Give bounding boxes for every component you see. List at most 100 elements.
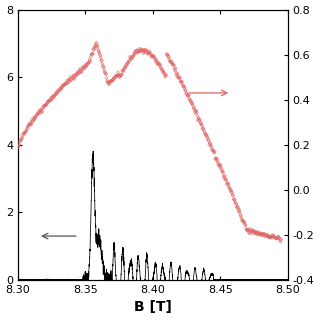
Point <box>237 207 242 212</box>
Point <box>151 53 156 59</box>
Point <box>273 236 278 241</box>
Point <box>245 228 250 233</box>
Point <box>111 75 116 80</box>
Point <box>238 213 243 218</box>
Point <box>98 55 103 60</box>
Point <box>259 231 264 236</box>
Point <box>175 71 180 76</box>
Point <box>124 63 129 68</box>
Point <box>195 113 200 118</box>
Point <box>193 110 198 116</box>
Point <box>220 169 225 174</box>
Point <box>121 67 126 72</box>
Point <box>250 228 255 233</box>
Point <box>134 48 140 53</box>
Point <box>116 73 121 78</box>
Point <box>214 156 219 161</box>
Point <box>223 177 228 182</box>
Point <box>229 190 235 195</box>
Point <box>181 84 187 89</box>
Point <box>274 236 279 241</box>
Point <box>101 66 107 71</box>
Point <box>47 98 52 103</box>
Point <box>61 83 66 88</box>
Point <box>79 68 84 74</box>
Point <box>224 178 229 183</box>
Point <box>164 52 170 57</box>
Point <box>129 56 134 61</box>
Point <box>119 72 124 77</box>
Point <box>226 184 231 189</box>
Point <box>238 213 244 219</box>
Point <box>269 233 275 238</box>
Point <box>110 77 116 82</box>
Point <box>254 231 259 236</box>
Point <box>89 51 94 56</box>
Point <box>225 181 230 187</box>
Point <box>223 176 228 181</box>
Point <box>162 70 167 75</box>
Point <box>206 138 211 143</box>
Point <box>208 144 213 149</box>
Point <box>102 68 107 73</box>
Point <box>117 73 122 78</box>
Point <box>35 112 40 117</box>
Point <box>182 85 187 90</box>
Point <box>211 149 216 154</box>
Point <box>67 76 72 81</box>
Point <box>150 53 155 59</box>
Point <box>68 77 74 82</box>
Point <box>105 78 110 84</box>
Point <box>231 196 236 202</box>
Point <box>66 80 71 85</box>
Point <box>180 79 185 84</box>
Point <box>52 92 57 97</box>
Point <box>51 94 56 99</box>
Point <box>274 236 279 241</box>
Point <box>168 60 173 65</box>
Point <box>200 126 205 131</box>
Point <box>260 232 266 237</box>
Point <box>220 169 225 174</box>
Point <box>24 126 29 132</box>
Point <box>266 235 271 240</box>
Point <box>76 71 81 76</box>
Point <box>100 61 105 67</box>
Point <box>21 132 26 137</box>
Point <box>108 79 113 84</box>
Point <box>80 66 85 71</box>
Point <box>75 72 80 77</box>
Point <box>49 95 54 100</box>
Point <box>18 138 23 143</box>
Point <box>161 69 166 74</box>
Point <box>203 131 208 136</box>
Point <box>148 52 153 57</box>
Point <box>266 234 271 239</box>
Point <box>126 59 131 64</box>
Point <box>273 235 278 240</box>
Point <box>227 185 232 190</box>
Point <box>114 74 119 79</box>
Point <box>53 92 58 97</box>
Point <box>185 92 190 98</box>
Point <box>48 96 53 101</box>
Point <box>210 148 215 153</box>
Point <box>217 162 222 167</box>
Point <box>176 75 181 80</box>
Point <box>103 71 108 76</box>
Point <box>89 52 94 57</box>
Point <box>124 62 129 67</box>
Point <box>276 236 282 241</box>
Point <box>187 97 192 102</box>
Point <box>277 237 283 243</box>
Point <box>195 118 200 123</box>
Point <box>72 74 77 79</box>
Point <box>132 49 138 54</box>
Point <box>213 156 218 161</box>
Point <box>265 232 270 237</box>
Point <box>115 73 120 78</box>
Point <box>132 52 137 57</box>
Point <box>112 75 117 80</box>
Point <box>61 83 66 88</box>
Point <box>230 193 235 198</box>
